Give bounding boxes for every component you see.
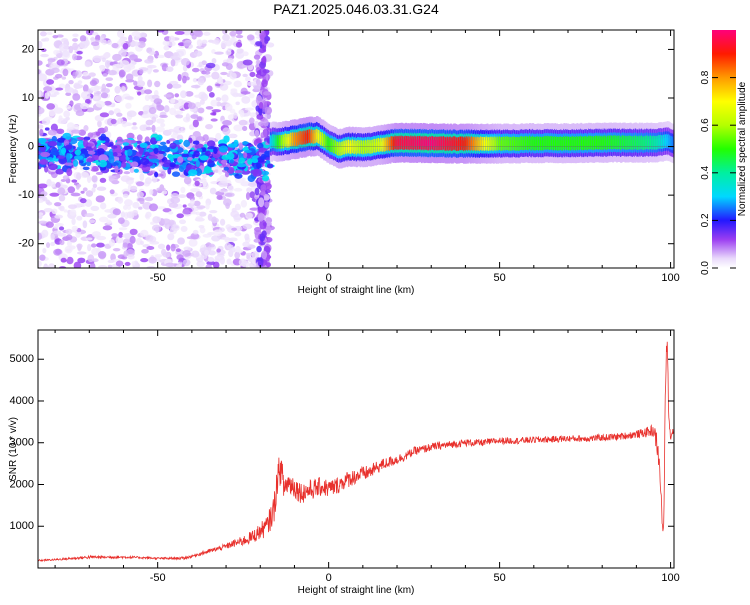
y-tick-label: 10 xyxy=(22,92,34,104)
x-tick-label: 0 xyxy=(326,272,332,284)
colorbar-tick-label: 0.0 xyxy=(700,261,711,275)
figure-title: PAZ1.2025.046.03.31.G24 xyxy=(273,1,439,17)
x-tick-label: 100 xyxy=(661,272,679,284)
snr-xlabel: Height of straight line (km) xyxy=(298,585,415,596)
x-tick-label: -50 xyxy=(150,272,166,284)
y-tick-label: 4000 xyxy=(10,395,34,407)
y-tick-label: 0 xyxy=(28,140,34,152)
x-tick-label: 50 xyxy=(493,572,505,584)
colorbar: 0.0 0.2 0.4 0.6 0.8 Normalized spectral ampl… xyxy=(700,30,748,275)
snr-frame xyxy=(38,330,674,568)
colorbar-tick-label: 0.6 xyxy=(700,118,711,132)
snr-ylabel: SNR (10 * v/v) xyxy=(8,417,19,481)
spectrogram-xlabel: Height of straight line (km) xyxy=(298,285,415,296)
spectrogram-panel: -50 0 50 100 -20 -10 0 10 20 Height of straight … xyxy=(8,27,680,296)
x-tick-label: 100 xyxy=(661,572,679,584)
y-tick-label: 1000 xyxy=(10,520,34,532)
colorbar-tick-label: 0.2 xyxy=(700,213,711,227)
colorbar-gradient xyxy=(712,30,736,268)
snr-series-line xyxy=(38,342,674,561)
colorbar-tick-label: 0.4 xyxy=(700,165,711,179)
colorbar-label: Normalized spectral amplitude xyxy=(737,81,748,216)
colorbar-tick-label: 0.8 xyxy=(700,70,711,84)
y-tick-label: 5000 xyxy=(10,353,34,365)
x-tick-label: 50 xyxy=(493,272,505,284)
spectrogram-heatmap xyxy=(34,27,675,271)
x-tick-label: -50 xyxy=(150,572,166,584)
spectrogram-ylabel: Frequency (Hz) xyxy=(8,115,19,184)
y-tick-label: -10 xyxy=(18,189,34,201)
y-tick-label: 20 xyxy=(22,43,34,55)
x-tick-label: 0 xyxy=(326,572,332,584)
y-tick-label: -20 xyxy=(18,238,34,250)
